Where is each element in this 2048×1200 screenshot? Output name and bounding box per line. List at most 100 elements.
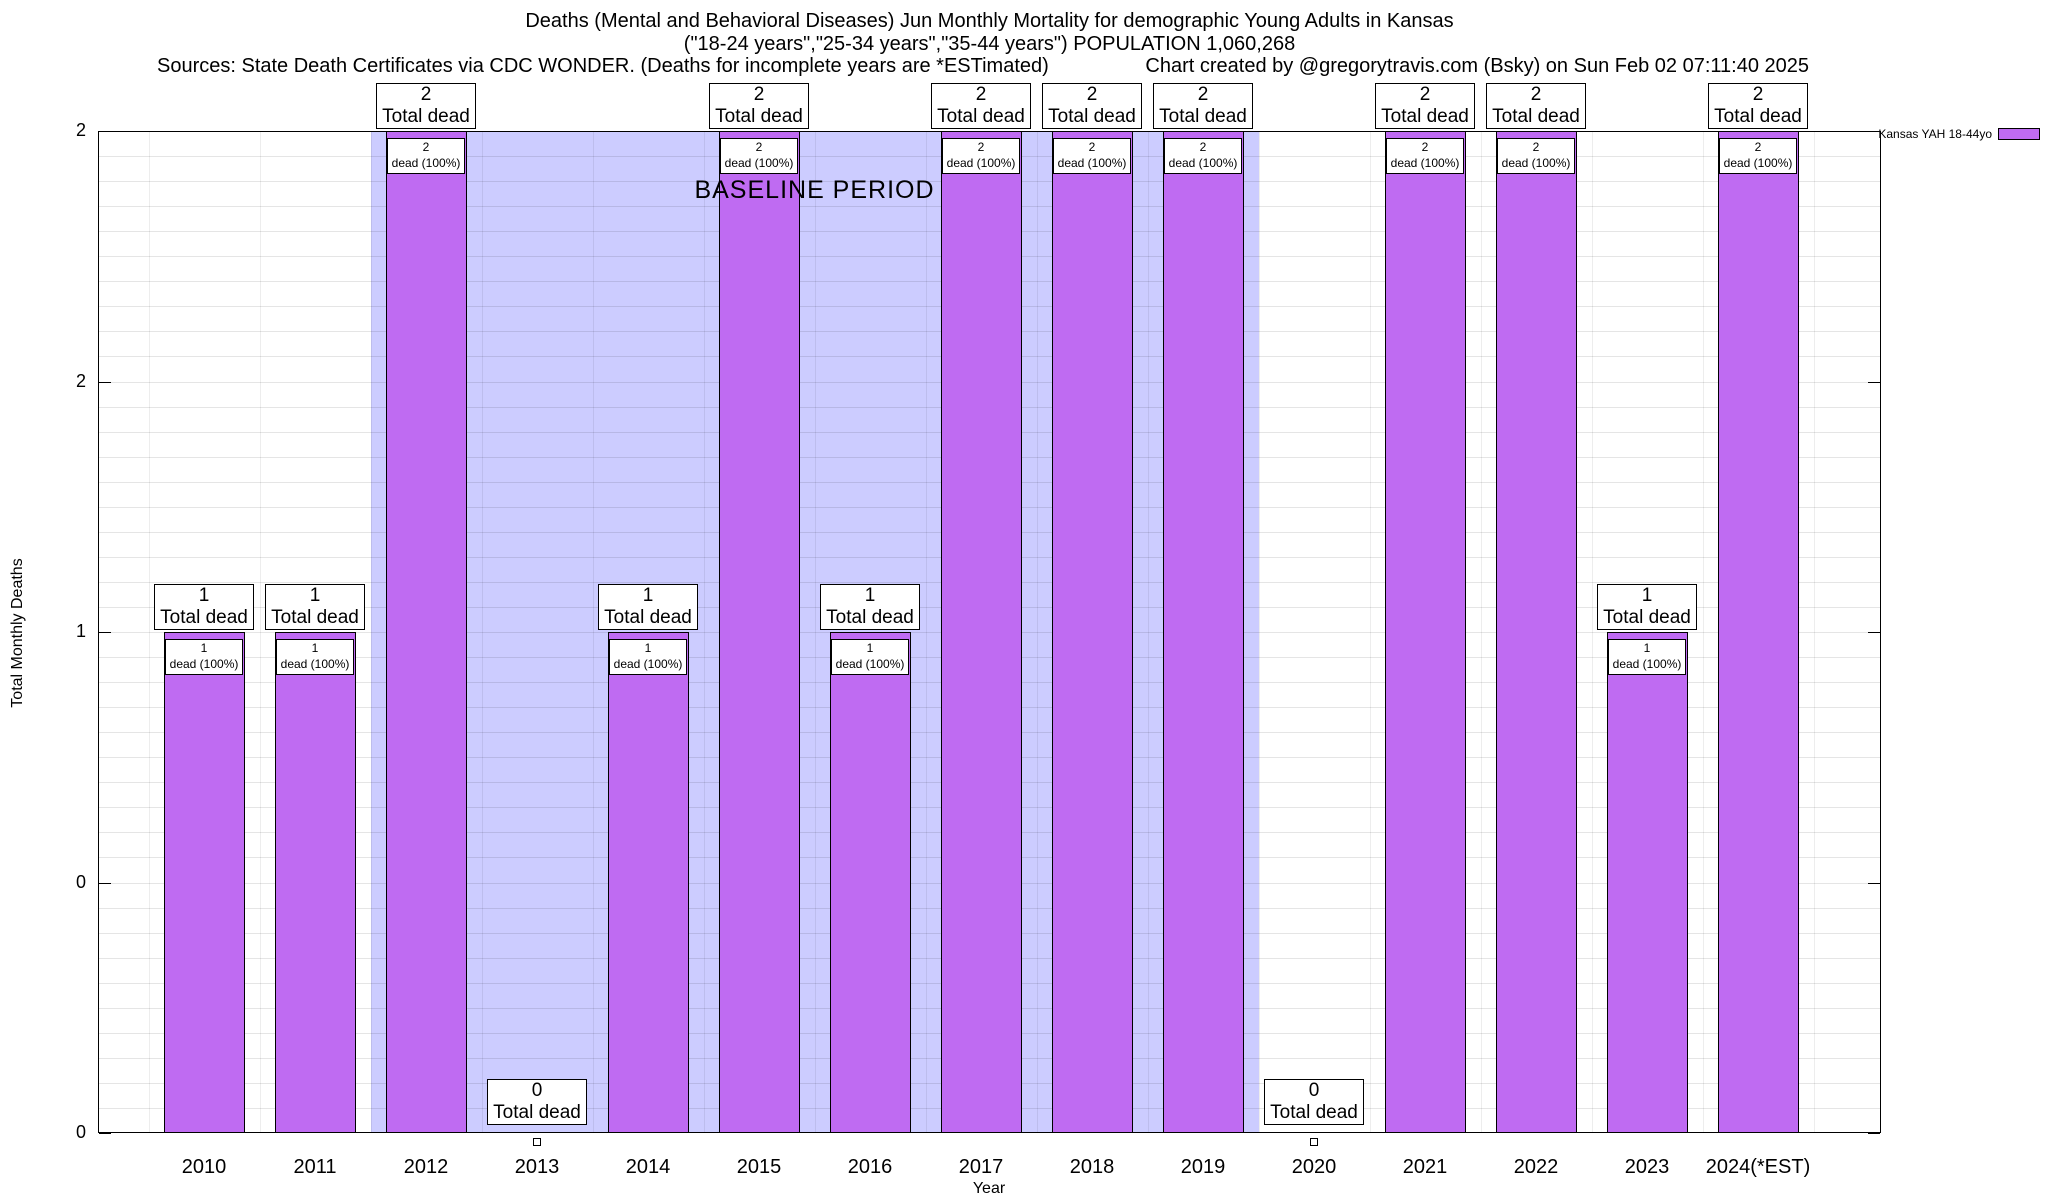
total-dead-box: 1 Total dead: [820, 584, 920, 630]
y-tick-label: 2: [75, 371, 86, 391]
total-dead-count: 2: [1419, 84, 1431, 105]
inner-dead-pct: dead (100%): [1501, 156, 1571, 170]
total-dead-label: Total dead: [715, 106, 803, 127]
total-dead-box: 0 Total dead: [1264, 1079, 1364, 1125]
inner-dead-pct: dead (100%): [280, 657, 350, 671]
vertical-gridline: [1703, 131, 1704, 1133]
bar-2014: [608, 632, 689, 1133]
vertical-gridline: [704, 131, 705, 1133]
inner-dead-count: 1: [311, 641, 319, 655]
bar-inner-label-box: 1 dead (100%): [276, 639, 354, 675]
total-dead-count: 2: [975, 84, 987, 105]
total-dead-box: 1 Total dead: [1597, 584, 1697, 630]
total-dead-label: Total dead: [604, 607, 692, 628]
y-tick-mark-right: [1868, 632, 1880, 633]
bar-inner-label-box: 2 dead (100%): [1719, 138, 1797, 174]
chart-credit-note: Chart created by @gregorytravis.com (Bsk…: [1145, 55, 1809, 77]
bar-inner-label-box: 2 dead (100%): [1497, 138, 1575, 174]
bar-inner-label-box: 1 dead (100%): [165, 639, 243, 675]
total-dead-box: 2 Total dead: [376, 83, 476, 129]
inner-dead-count: 1: [644, 641, 652, 655]
bar-inner-label-box: 2 dead (100%): [1053, 138, 1131, 174]
y-tick-mark: [99, 382, 111, 383]
total-dead-label: Total dead: [826, 607, 914, 628]
bar-2010: [164, 632, 245, 1133]
y-tick-mark: [99, 1133, 111, 1134]
baseline-period-label: BASELINE PERIOD: [694, 176, 935, 204]
total-dead-label: Total dead: [1492, 106, 1580, 127]
total-dead-box: 0 Total dead: [487, 1079, 587, 1125]
vertical-gridline: [593, 131, 594, 1133]
bar-inner-label-box: 1 dead (100%): [831, 639, 909, 675]
total-dead-box: 1 Total dead: [265, 584, 365, 630]
x-axis-title: Year: [972, 1180, 1006, 1197]
vertical-gridline: [260, 131, 261, 1133]
legend-swatch: [1998, 128, 2040, 140]
total-dead-count: 1: [642, 585, 654, 606]
inner-dead-pct: dead (100%): [1612, 657, 1682, 671]
inner-dead-count: 1: [1643, 641, 1651, 655]
vertical-gridline: [815, 131, 816, 1133]
zero-value-marker: [533, 1138, 541, 1146]
inner-dead-pct: dead (100%): [169, 657, 239, 671]
bar-inner-label-box: 1 dead (100%): [609, 639, 687, 675]
inner-dead-count: 2: [977, 140, 985, 154]
y-tick-label: 2: [75, 120, 86, 140]
vertical-gridline: [1814, 131, 1815, 1133]
vertical-gridline: [1148, 131, 1149, 1133]
bar-2021: [1385, 131, 1466, 1133]
bar-2023: [1607, 632, 1688, 1133]
vertical-gridline: [1259, 131, 1260, 1133]
bar-2012: [386, 131, 467, 1133]
total-dead-box: 2 Total dead: [1486, 83, 1586, 129]
inner-dead-count: 2: [1199, 140, 1207, 154]
inner-dead-count: 1: [866, 641, 874, 655]
zero-value-marker: [1310, 1138, 1318, 1146]
inner-dead-pct: dead (100%): [1390, 156, 1460, 170]
inner-dead-pct: dead (100%): [613, 657, 683, 671]
chart-sources-note: Sources: State Death Certificates via CD…: [157, 55, 1049, 77]
total-dead-label: Total dead: [160, 607, 248, 628]
total-dead-count: 2: [753, 84, 765, 105]
total-dead-count: 1: [198, 585, 210, 606]
vertical-gridline: [926, 131, 927, 1133]
x-tick-label: 2010: [181, 1156, 227, 1178]
total-dead-box: 1 Total dead: [154, 584, 254, 630]
bar-inner-label-box: 1 dead (100%): [1608, 639, 1686, 675]
y-tick-mark-right: [1868, 131, 1880, 132]
inner-dead-pct: dead (100%): [835, 657, 905, 671]
x-tick-label: 2014: [625, 1156, 671, 1178]
bar-inner-label-box: 2 dead (100%): [387, 138, 465, 174]
x-tick-label: 2018: [1069, 1156, 1115, 1178]
inner-dead-count: 1: [200, 641, 208, 655]
total-dead-label: Total dead: [1603, 607, 1691, 628]
y-tick-mark-right: [1868, 1133, 1880, 1134]
inner-dead-pct: dead (100%): [1723, 156, 1793, 170]
inner-dead-pct: dead (100%): [391, 156, 461, 170]
x-tick-label: 2019: [1180, 1156, 1226, 1178]
x-tick-label: 2020: [1291, 1156, 1337, 1178]
inner-dead-count: 2: [1532, 140, 1540, 154]
total-dead-label: Total dead: [1048, 106, 1136, 127]
vertical-gridline: [371, 131, 372, 1133]
total-dead-box: 1 Total dead: [598, 584, 698, 630]
total-dead-box: 2 Total dead: [1153, 83, 1253, 129]
bar-2016: [830, 632, 911, 1133]
vertical-gridline: [1592, 131, 1593, 1133]
bar-inner-label-box: 2 dead (100%): [1386, 138, 1464, 174]
total-dead-count: 1: [1641, 585, 1653, 606]
x-tick-label: 2021: [1402, 1156, 1448, 1178]
x-tick-label: 2013: [514, 1156, 560, 1178]
y-tick-label: 0: [75, 872, 86, 892]
bar-2015: [719, 131, 800, 1133]
y-tick-mark: [99, 883, 111, 884]
total-dead-label: Total dead: [937, 106, 1025, 127]
total-dead-label: Total dead: [1270, 1102, 1358, 1123]
chart-title-line1: Deaths (Mental and Behavioral Diseases) …: [525, 10, 1454, 32]
y-tick-mark: [99, 131, 111, 132]
total-dead-label: Total dead: [493, 1102, 581, 1123]
total-dead-count: 0: [1308, 1080, 1320, 1101]
vertical-gridline: [149, 131, 150, 1133]
total-dead-label: Total dead: [382, 106, 470, 127]
